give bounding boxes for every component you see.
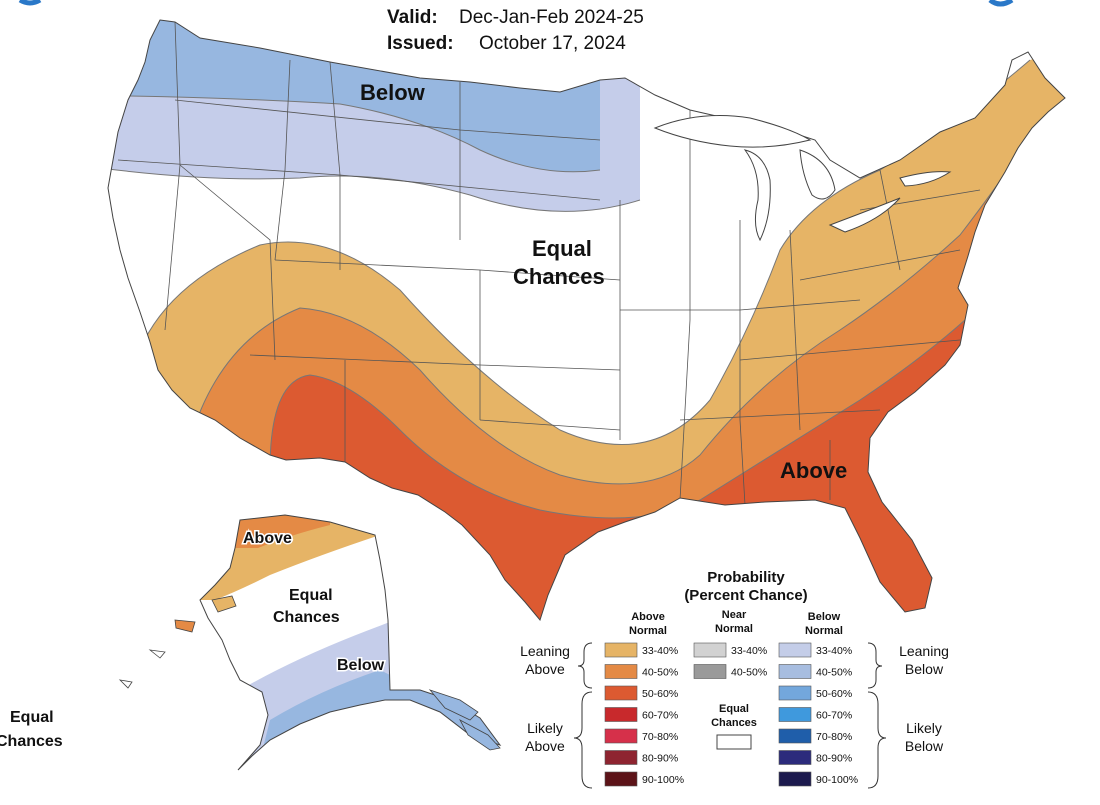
legend-below-label-3: 60-70% [816, 710, 852, 722]
legend-above-label-3: 60-70% [642, 710, 678, 722]
valid-value: Dec-Jan-Feb 2024-25 [459, 7, 644, 28]
likely-above-brace [573, 691, 593, 789]
hawaii-equal-label-line2: Chances [0, 733, 63, 750]
leaning-above-line1: Leaning [520, 643, 570, 659]
legend-above-label-5: 80-90% [642, 753, 678, 765]
legend-below-swatch-2 [778, 685, 812, 701]
legend-near-swatch-1 [693, 664, 727, 679]
legend-above-swatch-0 [604, 642, 638, 658]
legend-below-label-0: 33-40% [816, 645, 852, 657]
lake-michigan [743, 149, 771, 242]
lake-huron [799, 149, 836, 200]
valid-label: Valid: [387, 7, 438, 28]
legend-above-swatch-2 [604, 685, 638, 701]
legend-col-below-line2: Normal [805, 625, 843, 637]
alaska-equal-label-line1: Equal [289, 587, 333, 604]
legend-above-bins: 33-40% 40-50% 50-60% 60-70% 70-80% 80-90% 90-1… [604, 642, 684, 787]
below-40-border [129, 95, 601, 173]
legend-below-swatch-4 [778, 728, 812, 744]
legend-below-swatch-6 [778, 771, 812, 787]
legend-col-near-line2: Normal [715, 623, 753, 635]
legend-near-label-0: 33-40% [731, 645, 767, 657]
legend-col-above-line2: Normal [629, 625, 667, 637]
legend-equal-line2: Chances [711, 717, 757, 729]
alaska-above-label: Above [243, 530, 292, 547]
legend-equal-swatch [716, 734, 752, 750]
legend-above-label-4: 70-80% [642, 731, 678, 743]
legend-title-line1: Probability [707, 569, 785, 586]
below-33-border [108, 167, 641, 212]
conus-below-label: Below [360, 80, 426, 105]
likely-above-line1: Likely [527, 720, 563, 736]
legend: Probability (Percent Chance) Above Norma… [520, 569, 949, 789]
likely-below-line1: Likely [906, 720, 942, 736]
issued-value: October 17, 2024 [479, 33, 626, 54]
legend-above-label-2: 50-60% [642, 688, 678, 700]
lake-superior [653, 115, 812, 148]
leaning-above-brace [577, 642, 593, 689]
legend-below-label-5: 80-90% [816, 753, 852, 765]
legend-col-below-line1: Below [808, 611, 841, 623]
legend-col-above-line1: Above [631, 611, 665, 623]
legend-above-swatch-1 [604, 664, 638, 679]
header: Valid: Dec-Jan-Feb 2024-25 Issued: Octob… [18, 0, 1014, 54]
above-40-border [189, 119, 1041, 485]
legend-near-bins: 33-40% 40-50% [693, 642, 767, 679]
legend-near-label-1: 40-50% [731, 667, 767, 679]
state-boundaries [117, 21, 981, 506]
above-33-border [129, 59, 1031, 446]
legend-equal-line1: Equal [719, 703, 749, 715]
legend-below-swatch-0 [778, 642, 812, 658]
nws-logo-fragment [988, 0, 1014, 7]
conus-above-label: Above [780, 458, 847, 483]
alaska-above-40-50-region [230, 515, 330, 548]
legend-above-swatch-3 [604, 707, 638, 722]
legend-below-label-2: 50-60% [816, 688, 852, 700]
likely-below-brace [867, 691, 887, 789]
legend-below-label-1: 40-50% [816, 667, 852, 679]
above-50-60-region [108, 300, 1065, 620]
legend-above-label-1: 40-50% [642, 667, 678, 679]
alaska-shading [200, 515, 500, 770]
conus-equal-label-line1: Equal [532, 236, 592, 261]
likely-above-line2: Above [525, 738, 565, 754]
alaska-equal-label-line2: Chances [273, 609, 340, 626]
alaska-below-label: Below [337, 657, 385, 674]
legend-below-bins: 33-40% 40-50% 50-60% 60-70% 70-80% 80-90% 90-1… [778, 642, 858, 787]
legend-below-swatch-3 [778, 707, 812, 722]
above-50-border [269, 319, 966, 519]
leaning-below-line1: Leaning [899, 643, 949, 659]
legend-above-label-0: 33-40% [642, 645, 678, 657]
legend-above-swatch-5 [604, 750, 638, 765]
legend-above-swatch-6 [604, 771, 638, 787]
legend-near-swatch-0 [693, 642, 727, 658]
legend-below-label-4: 70-80% [816, 731, 852, 743]
issued-label: Issued: [387, 33, 454, 54]
noaa-logo-fragment [18, 0, 42, 6]
alaska-islands [118, 595, 501, 751]
lake-erie [828, 197, 901, 233]
legend-col-near-line1: Near [722, 609, 747, 621]
likely-below-line2: Below [905, 738, 944, 754]
legend-title-line2: (Percent Chance) [684, 587, 807, 604]
legend-above-label-6: 90-100% [642, 774, 684, 786]
conus-equal-label-line2: Chances [513, 264, 605, 289]
hawaii-equal-label-line1: Equal [10, 709, 54, 726]
leaning-below-brace [867, 642, 883, 689]
legend-above-swatch-4 [604, 728, 638, 744]
legend-below-swatch-5 [778, 750, 812, 765]
leaning-above-line2: Above [525, 661, 565, 677]
great-lakes [653, 115, 952, 242]
lake-ontario [899, 171, 952, 187]
leaning-below-line2: Below [905, 661, 944, 677]
legend-below-swatch-1 [778, 664, 812, 679]
legend-below-label-6: 90-100% [816, 774, 858, 786]
